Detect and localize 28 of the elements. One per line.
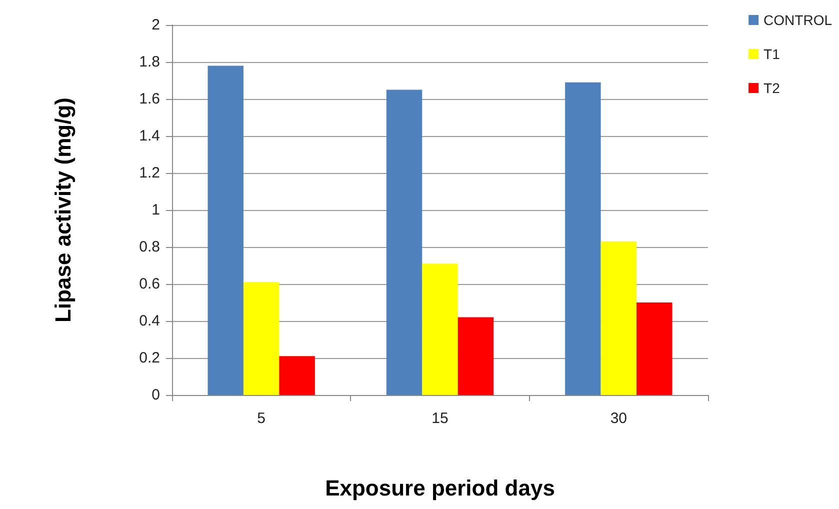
- y-tick-label: 0.6: [139, 276, 160, 292]
- x-axis-title: Exposure period days: [325, 476, 555, 500]
- bar: [386, 90, 422, 395]
- x-tick-label: 15: [432, 410, 448, 427]
- x-tick-label: 5: [257, 410, 266, 427]
- bar: [243, 282, 280, 395]
- y-tick-label: 1.4: [139, 128, 160, 144]
- y-tick-label: 0.2: [139, 350, 160, 366]
- legend-label: CONTROL: [764, 12, 832, 28]
- y-tick-label: 0.8: [139, 238, 160, 256]
- y-tick-label: 0.4: [139, 312, 160, 330]
- bar: [458, 317, 494, 395]
- y-tick-label: 2: [152, 16, 160, 34]
- bar: [600, 241, 637, 395]
- bar: [422, 264, 458, 395]
- bar: [565, 82, 601, 395]
- y-tick-label: 0: [152, 386, 160, 404]
- y-axis-title: Lipase activity (mg/g): [50, 98, 76, 322]
- y-tick-label: 1.2: [139, 164, 160, 182]
- y-tick-label: 1.6: [139, 90, 160, 108]
- legend-label: T2: [764, 80, 780, 96]
- bar: [279, 356, 315, 395]
- y-tick-label: 1: [152, 202, 160, 218]
- bar: [208, 66, 244, 395]
- bar: [636, 302, 672, 395]
- x-tick-label: 30: [610, 410, 628, 427]
- y-tick-label: 1.8: [139, 54, 160, 70]
- legend-label: T1: [764, 46, 780, 62]
